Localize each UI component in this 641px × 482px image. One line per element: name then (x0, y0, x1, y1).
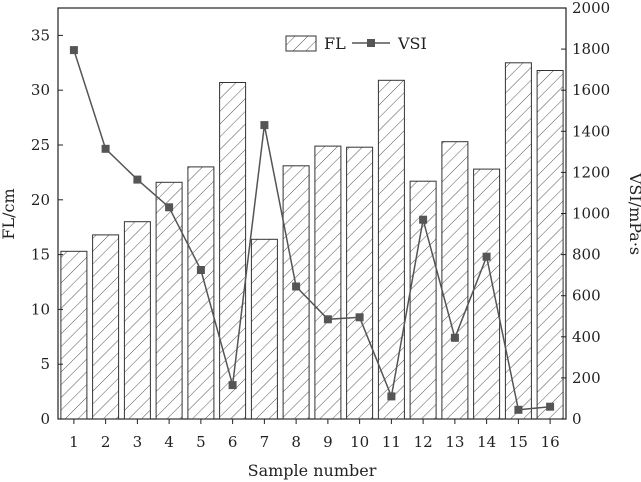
legend-vsi-marker (367, 39, 375, 47)
x-tick-label: 10 (350, 433, 369, 451)
y-left-tick-label: 35 (31, 26, 50, 44)
y-left-tick-label: 25 (31, 136, 50, 154)
x-tick-label: 14 (477, 433, 496, 451)
y-left-tick-label: 5 (40, 355, 50, 373)
fl-bar (441, 141, 469, 420)
legend-fl-swatch (285, 35, 317, 52)
vsi-marker (69, 46, 78, 55)
y-right-tick-label: 200 (572, 369, 601, 387)
vsi-marker (546, 402, 555, 411)
fl-bar (314, 145, 342, 420)
fl-bar (187, 166, 215, 420)
vsi-marker (323, 315, 332, 324)
x-tick-label: 4 (164, 433, 174, 451)
y-right-tick-label: 1200 (572, 163, 610, 181)
vsi-marker (133, 175, 142, 184)
x-tick-label: 2 (101, 433, 111, 451)
legend: FL VSI (285, 34, 427, 53)
y-right-tick-label: 600 (572, 287, 601, 305)
vsi-marker (419, 215, 428, 224)
x-tick-label: 5 (196, 433, 206, 451)
fl-bar (60, 250, 88, 420)
fl-bar (123, 221, 151, 420)
y-left-axis-title: FL/cm (0, 188, 18, 239)
legend-vsi-label: VSI (397, 34, 427, 53)
fl-bar (504, 62, 532, 420)
y-right-tick-label: 400 (572, 328, 601, 346)
fl-bars (60, 62, 564, 420)
y-right-tick-label: 2000 (572, 0, 610, 17)
y-right-tick-label: 800 (572, 246, 601, 264)
y-left-tick-label: 20 (31, 191, 50, 209)
fl-bar (377, 79, 405, 420)
vsi-marker (165, 203, 174, 212)
x-tick-label: 7 (260, 433, 270, 451)
x-tick-label: 15 (509, 433, 528, 451)
y-right-tick-label: 1600 (572, 81, 610, 99)
x-tick-label: 11 (382, 433, 401, 451)
fl-bar (219, 82, 247, 420)
fl-bar (282, 165, 310, 420)
vsi-marker (514, 405, 523, 414)
vsi-marker (101, 144, 110, 153)
vsi-marker (387, 392, 396, 401)
legend-fl-label: FL (324, 34, 346, 53)
y-left-tick-label: 10 (31, 300, 50, 318)
y-right-tick-label: 1400 (572, 122, 610, 140)
fl-bar (92, 234, 120, 420)
fl-bar (473, 168, 501, 420)
y-right-tick-label: 1800 (572, 40, 610, 58)
y-left-tick-label: 0 (40, 410, 50, 428)
vsi-line (73, 49, 551, 411)
vsi-line-series (69, 46, 555, 414)
y-right-tick-label: 1000 (572, 205, 610, 223)
x-tick-label: 13 (445, 433, 464, 451)
y-left-tick-label: 15 (31, 246, 50, 264)
vsi-marker (292, 282, 301, 291)
x-tick-label: 1 (69, 433, 79, 451)
fl-bar (536, 70, 564, 420)
fl-bar (346, 146, 374, 420)
fl-bar (250, 238, 278, 420)
vsi-marker (260, 121, 269, 130)
x-tick-label: 8 (291, 433, 301, 451)
vsi-marker (482, 252, 491, 261)
fl-bar (155, 181, 183, 420)
x-tick-label: 16 (541, 433, 560, 451)
x-tick-label: 6 (228, 433, 238, 451)
vsi-marker (196, 266, 205, 274)
vsi-marker (450, 333, 459, 342)
y-left-tick-label: 30 (31, 81, 50, 99)
x-tick-label: 12 (414, 433, 433, 451)
vsi-marker (355, 313, 364, 322)
x-tick-label: 3 (133, 433, 143, 451)
vsi-marker (228, 381, 237, 390)
axes: 0510152025303502004006008001000120014001… (31, 0, 610, 451)
y-right-tick-label: 0 (572, 410, 582, 428)
x-tick-label: 9 (323, 433, 333, 451)
y-right-axis-title: VSI/mPa·s (626, 172, 641, 255)
x-axis-title: Sample number (248, 461, 377, 480)
